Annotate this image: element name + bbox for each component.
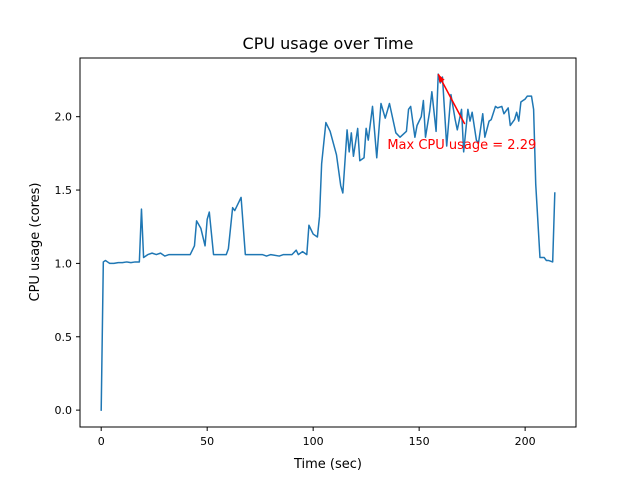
x-tick-label: 150 [409,435,430,448]
x-axis-label: Time (sec) [293,457,362,472]
plot-layer [100,73,556,411]
x-tick-label: 50 [200,435,214,448]
y-tick-label: 2.0 [55,111,73,124]
annotation-layer: Max CPU usage = 2.29 [387,73,536,153]
plot-area [80,58,576,427]
y-tick-label: 0.5 [55,331,73,344]
y-axis-label: CPU usage (cores) [28,183,43,302]
y-tick-label: 1.0 [55,257,73,270]
series-line [100,73,556,411]
x-axis-ticks: 0 50 100 150 200 [98,427,536,448]
chart-title: CPU usage over Time [243,34,414,53]
x-tick-label: 0 [98,435,105,448]
plot-frame [79,57,577,428]
y-tick-label: 0.0 [55,404,73,417]
y-axis-ticks: 0.0 0.5 1.0 1.5 2.0 [55,111,80,417]
x-tick-label: 200 [515,435,536,448]
annotation-arrow-head [438,74,445,83]
annotation-label: Max CPU usage = 2.29 [387,138,536,153]
y-tick-label: 1.5 [55,184,73,197]
x-tick-label: 100 [303,435,324,448]
annotation-arrow-line [437,73,466,125]
